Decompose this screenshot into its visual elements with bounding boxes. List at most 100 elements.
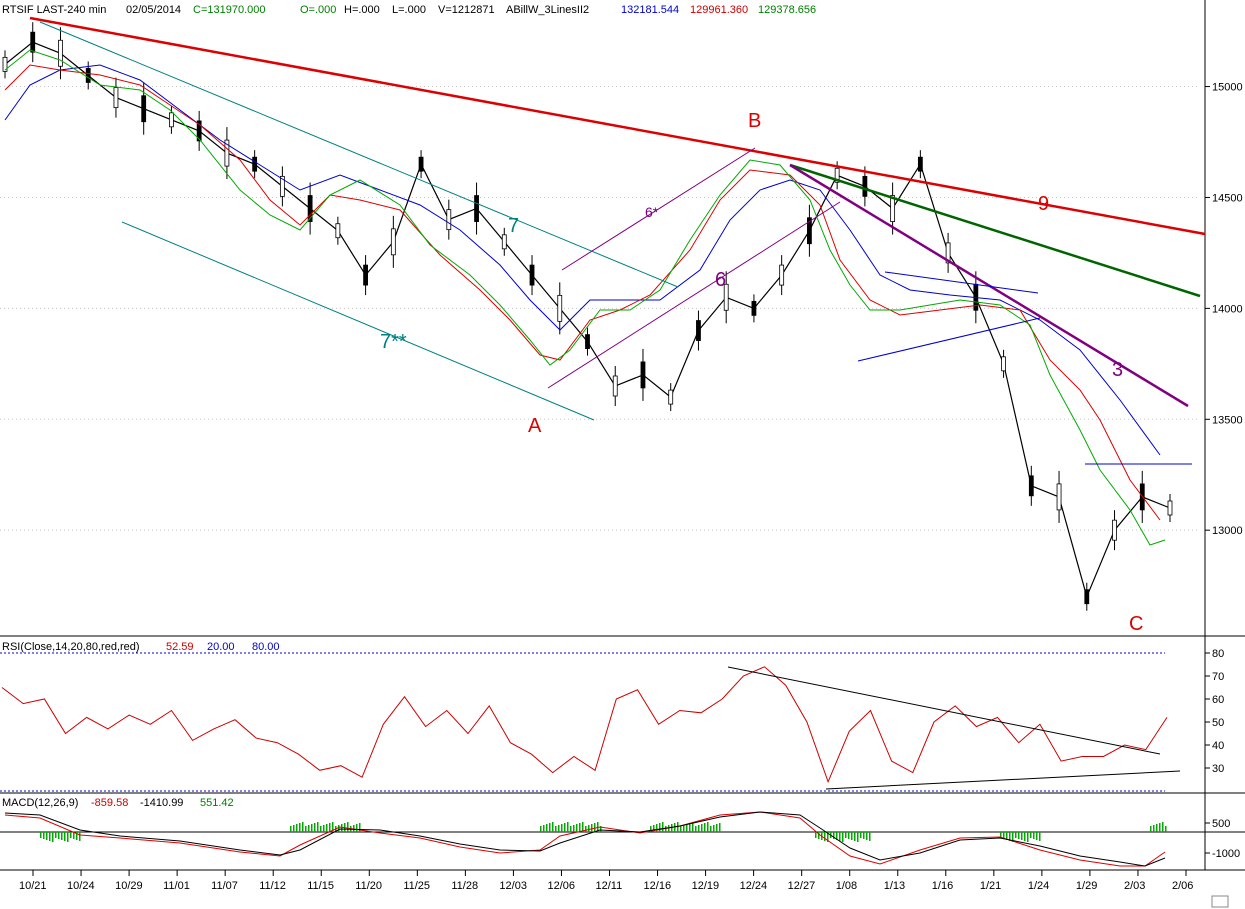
header-line-green: 129378.656 — [758, 4, 816, 16]
macd-histogram-bar — [329, 823, 331, 832]
candle-body — [252, 156, 258, 172]
macd-histogram-bar — [1150, 826, 1152, 832]
macd-histogram-bar — [588, 825, 590, 832]
date-tick-label: 10/29 — [115, 880, 143, 892]
line-label-6-star: 6* — [645, 204, 659, 220]
trendline-green — [789, 163, 1201, 298]
rsi-tick-label: 40 — [1212, 740, 1224, 752]
macd-histogram-bar — [320, 826, 322, 832]
macd-histogram-bar — [1027, 832, 1029, 842]
ma-green-line — [4, 49, 1166, 546]
candle-body — [113, 87, 119, 109]
macd-histogram-bar — [76, 832, 78, 840]
macd-histogram-bar — [656, 824, 658, 832]
macd-histogram-bar — [302, 822, 304, 832]
candle-body — [1112, 519, 1117, 541]
macd-histogram-bar — [1003, 832, 1005, 839]
scroll-button[interactable] — [1211, 895, 1229, 908]
macd-histogram-bar — [1024, 832, 1026, 841]
candle-body — [612, 375, 618, 397]
candle-body — [279, 175, 285, 197]
triangle-lower-line — [857, 317, 1041, 362]
macd-histogram-bar — [704, 823, 706, 832]
macd-histogram-bar — [695, 826, 697, 832]
macd-histogram-bar — [356, 824, 358, 832]
macd-histogram-bar — [308, 825, 310, 832]
line-label-6: 6 — [715, 269, 726, 291]
macd-histogram-bar — [824, 832, 826, 841]
trendline-9 — [29, 16, 1206, 236]
candle-body — [779, 264, 785, 286]
macd-histogram-bar — [323, 825, 325, 832]
macd-histogram-bar — [1012, 832, 1014, 842]
macd-histogram-bar — [49, 832, 51, 841]
macd-histogram-bar — [1018, 832, 1020, 839]
macd-histogram-bar — [1162, 822, 1164, 832]
macd-line — [4, 811, 1166, 867]
macd-histogram-bar — [353, 825, 355, 832]
date-tick-label: 1/16 — [932, 880, 953, 892]
candle-body — [1167, 500, 1173, 516]
macd-histogram-bar — [549, 823, 551, 832]
candle-body — [668, 389, 674, 405]
candle-body — [696, 320, 701, 341]
candle-body — [141, 95, 147, 123]
macd-histogram-bar — [293, 825, 295, 832]
macd-histogram-bar — [671, 824, 673, 832]
date-tick-label: 12/27 — [788, 880, 816, 892]
macd-histogram-bar — [296, 824, 298, 832]
macd-histogram-bar — [1165, 826, 1167, 832]
macd-histogram-bar — [338, 825, 340, 832]
macd-histogram-bar — [359, 823, 361, 832]
header-volume: V=1212871 — [438, 4, 495, 16]
macd-signal-line — [4, 811, 1166, 867]
macd-histogram-bar — [689, 823, 691, 832]
date-tick-label: 12/16 — [644, 880, 672, 892]
candle-body — [585, 334, 590, 350]
macd-histogram-bar — [332, 822, 334, 832]
candle-body — [890, 195, 896, 222]
macd-histogram-bar — [1009, 832, 1011, 841]
macd-histogram-bar — [713, 825, 715, 832]
date-tick-label: 12/19 — [692, 880, 720, 892]
triangle-upper-line — [884, 271, 1039, 294]
macd-histogram-bar — [707, 822, 709, 832]
macd-histogram-bar — [1036, 832, 1038, 840]
candle-body — [85, 68, 91, 83]
rsi-title: RSI(Close,14,20,80,red,red) — [2, 641, 140, 653]
macd-histogram-bar — [582, 822, 584, 832]
wave-label-a: A — [528, 415, 542, 437]
candle-body — [723, 283, 729, 311]
macd-histogram-bar — [591, 824, 593, 832]
date-tick-label: 11/01 — [163, 880, 190, 892]
channel-line-7 — [39, 21, 679, 288]
macd-histogram-bar — [686, 824, 688, 832]
macd-histogram-bar — [64, 832, 66, 841]
macd-histogram-bar — [1159, 823, 1161, 832]
macd-tick-label: 500 — [1212, 818, 1230, 830]
candle-body — [834, 167, 840, 183]
candle-body — [501, 234, 507, 250]
date-axis-ticks: 10/21 10/24 10/29 11/01 11/07 11/12 11/15 11/20… — [19, 870, 1193, 892]
rsi-tick-label: 80 — [1212, 648, 1224, 660]
header-date: 02/05/2014 — [126, 4, 181, 16]
macd-histogram-bar — [857, 832, 859, 842]
macd-histogram-bar — [341, 824, 343, 832]
candle-body — [1001, 356, 1006, 372]
channel-line-7-double-star — [121, 221, 595, 421]
candle-body — [2, 56, 8, 72]
macd-histogram-bar — [845, 832, 847, 838]
macd-histogram-bar — [839, 832, 841, 841]
line-label-9: 9 — [1038, 193, 1049, 215]
date-tick-label: 12/11 — [596, 880, 623, 892]
macd-histogram-bar — [46, 832, 48, 840]
macd-histogram-bar — [43, 832, 45, 839]
line-label-7-double-star: 7** — [380, 331, 407, 353]
macd-histogram-bar — [73, 832, 75, 839]
header-high: H=.000 — [344, 4, 380, 16]
macd-histogram-bar — [683, 825, 685, 832]
macd-histogram-bar — [326, 824, 328, 832]
macd-histogram-bar — [311, 824, 313, 832]
candle-body — [418, 156, 424, 172]
macd-histogram-bar — [815, 832, 817, 838]
